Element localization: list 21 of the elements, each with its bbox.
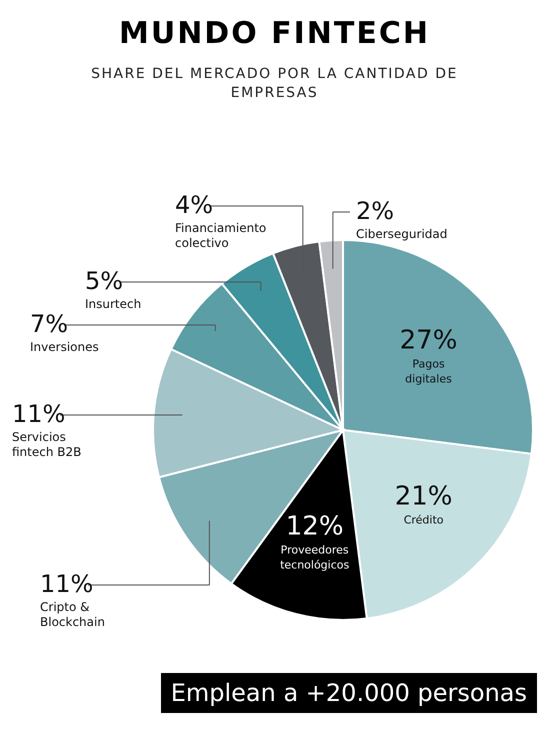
slice-label: Pagos digitales — [405, 358, 452, 386]
data-label: 27% — [400, 326, 458, 356]
data-label: 5% — [85, 267, 124, 295]
data-label: 2% — [356, 197, 394, 225]
slice-label: Insurtech — [85, 297, 142, 311]
text: Emplean a +20.000 personas — [160, 673, 537, 713]
data-label: 7% — [30, 310, 68, 338]
slice-label: Financiamiento colectivo — [175, 221, 266, 250]
data-label: 21% — [394, 482, 453, 512]
slice-label: Ciberseguridad — [356, 227, 448, 241]
slice-label: Cripto & Blockchain — [40, 600, 105, 629]
slice-label: Crédito — [404, 514, 444, 527]
data-label: 11% — [12, 400, 66, 428]
slice-label: Proveedores tecnológicos — [280, 543, 350, 572]
slice-label: Inversiones — [30, 340, 99, 354]
chart-subtitle: SHARE DEL MERCADO POR LA CANTIDAD DE EMPRESAS — [90, 65, 459, 103]
data-label: 4% — [175, 191, 214, 219]
data-label: 12% — [286, 511, 344, 542]
data-label: 11% — [40, 570, 94, 598]
chart-title: MUNDO FINTECH — [118, 15, 431, 51]
slice-label: Servicios fintech B2B — [12, 430, 82, 459]
